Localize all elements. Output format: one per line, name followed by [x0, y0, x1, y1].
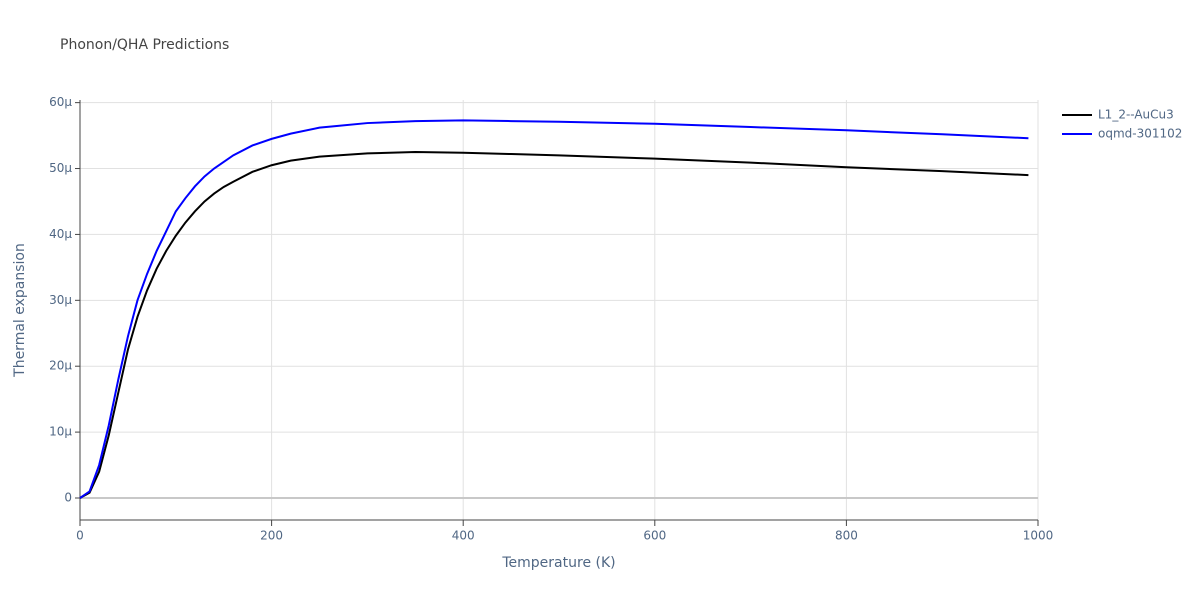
y-tick-label: 30μ: [49, 293, 72, 307]
legend-label: oqmd-301102: [1098, 127, 1182, 141]
y-tick-label: 0: [64, 490, 72, 504]
chart-title: Phonon/QHA Predictions: [60, 37, 229, 53]
y-tick-label: 40μ: [49, 227, 72, 241]
x-tick-label: 0: [76, 529, 84, 543]
y-tick-label: 10μ: [49, 425, 72, 439]
x-tick-label: 600: [643, 529, 666, 543]
data-line: [79, 119, 1029, 499]
legend-label: L1_2--AuCu3: [1098, 108, 1174, 122]
x-tick-label: 200: [260, 529, 283, 543]
y-tick-label: 60μ: [49, 95, 72, 109]
x-tick-label: 400: [452, 529, 475, 543]
x-tick-label: 1000: [1023, 529, 1054, 543]
y-axis-title: Thermal expansion: [12, 243, 28, 378]
data-line: [79, 151, 1029, 499]
x-axis-title: Temperature (K): [501, 555, 615, 571]
x-tick-label: 800: [835, 529, 858, 543]
y-tick-label: 20μ: [49, 359, 72, 373]
y-tick-label: 50μ: [49, 161, 72, 175]
